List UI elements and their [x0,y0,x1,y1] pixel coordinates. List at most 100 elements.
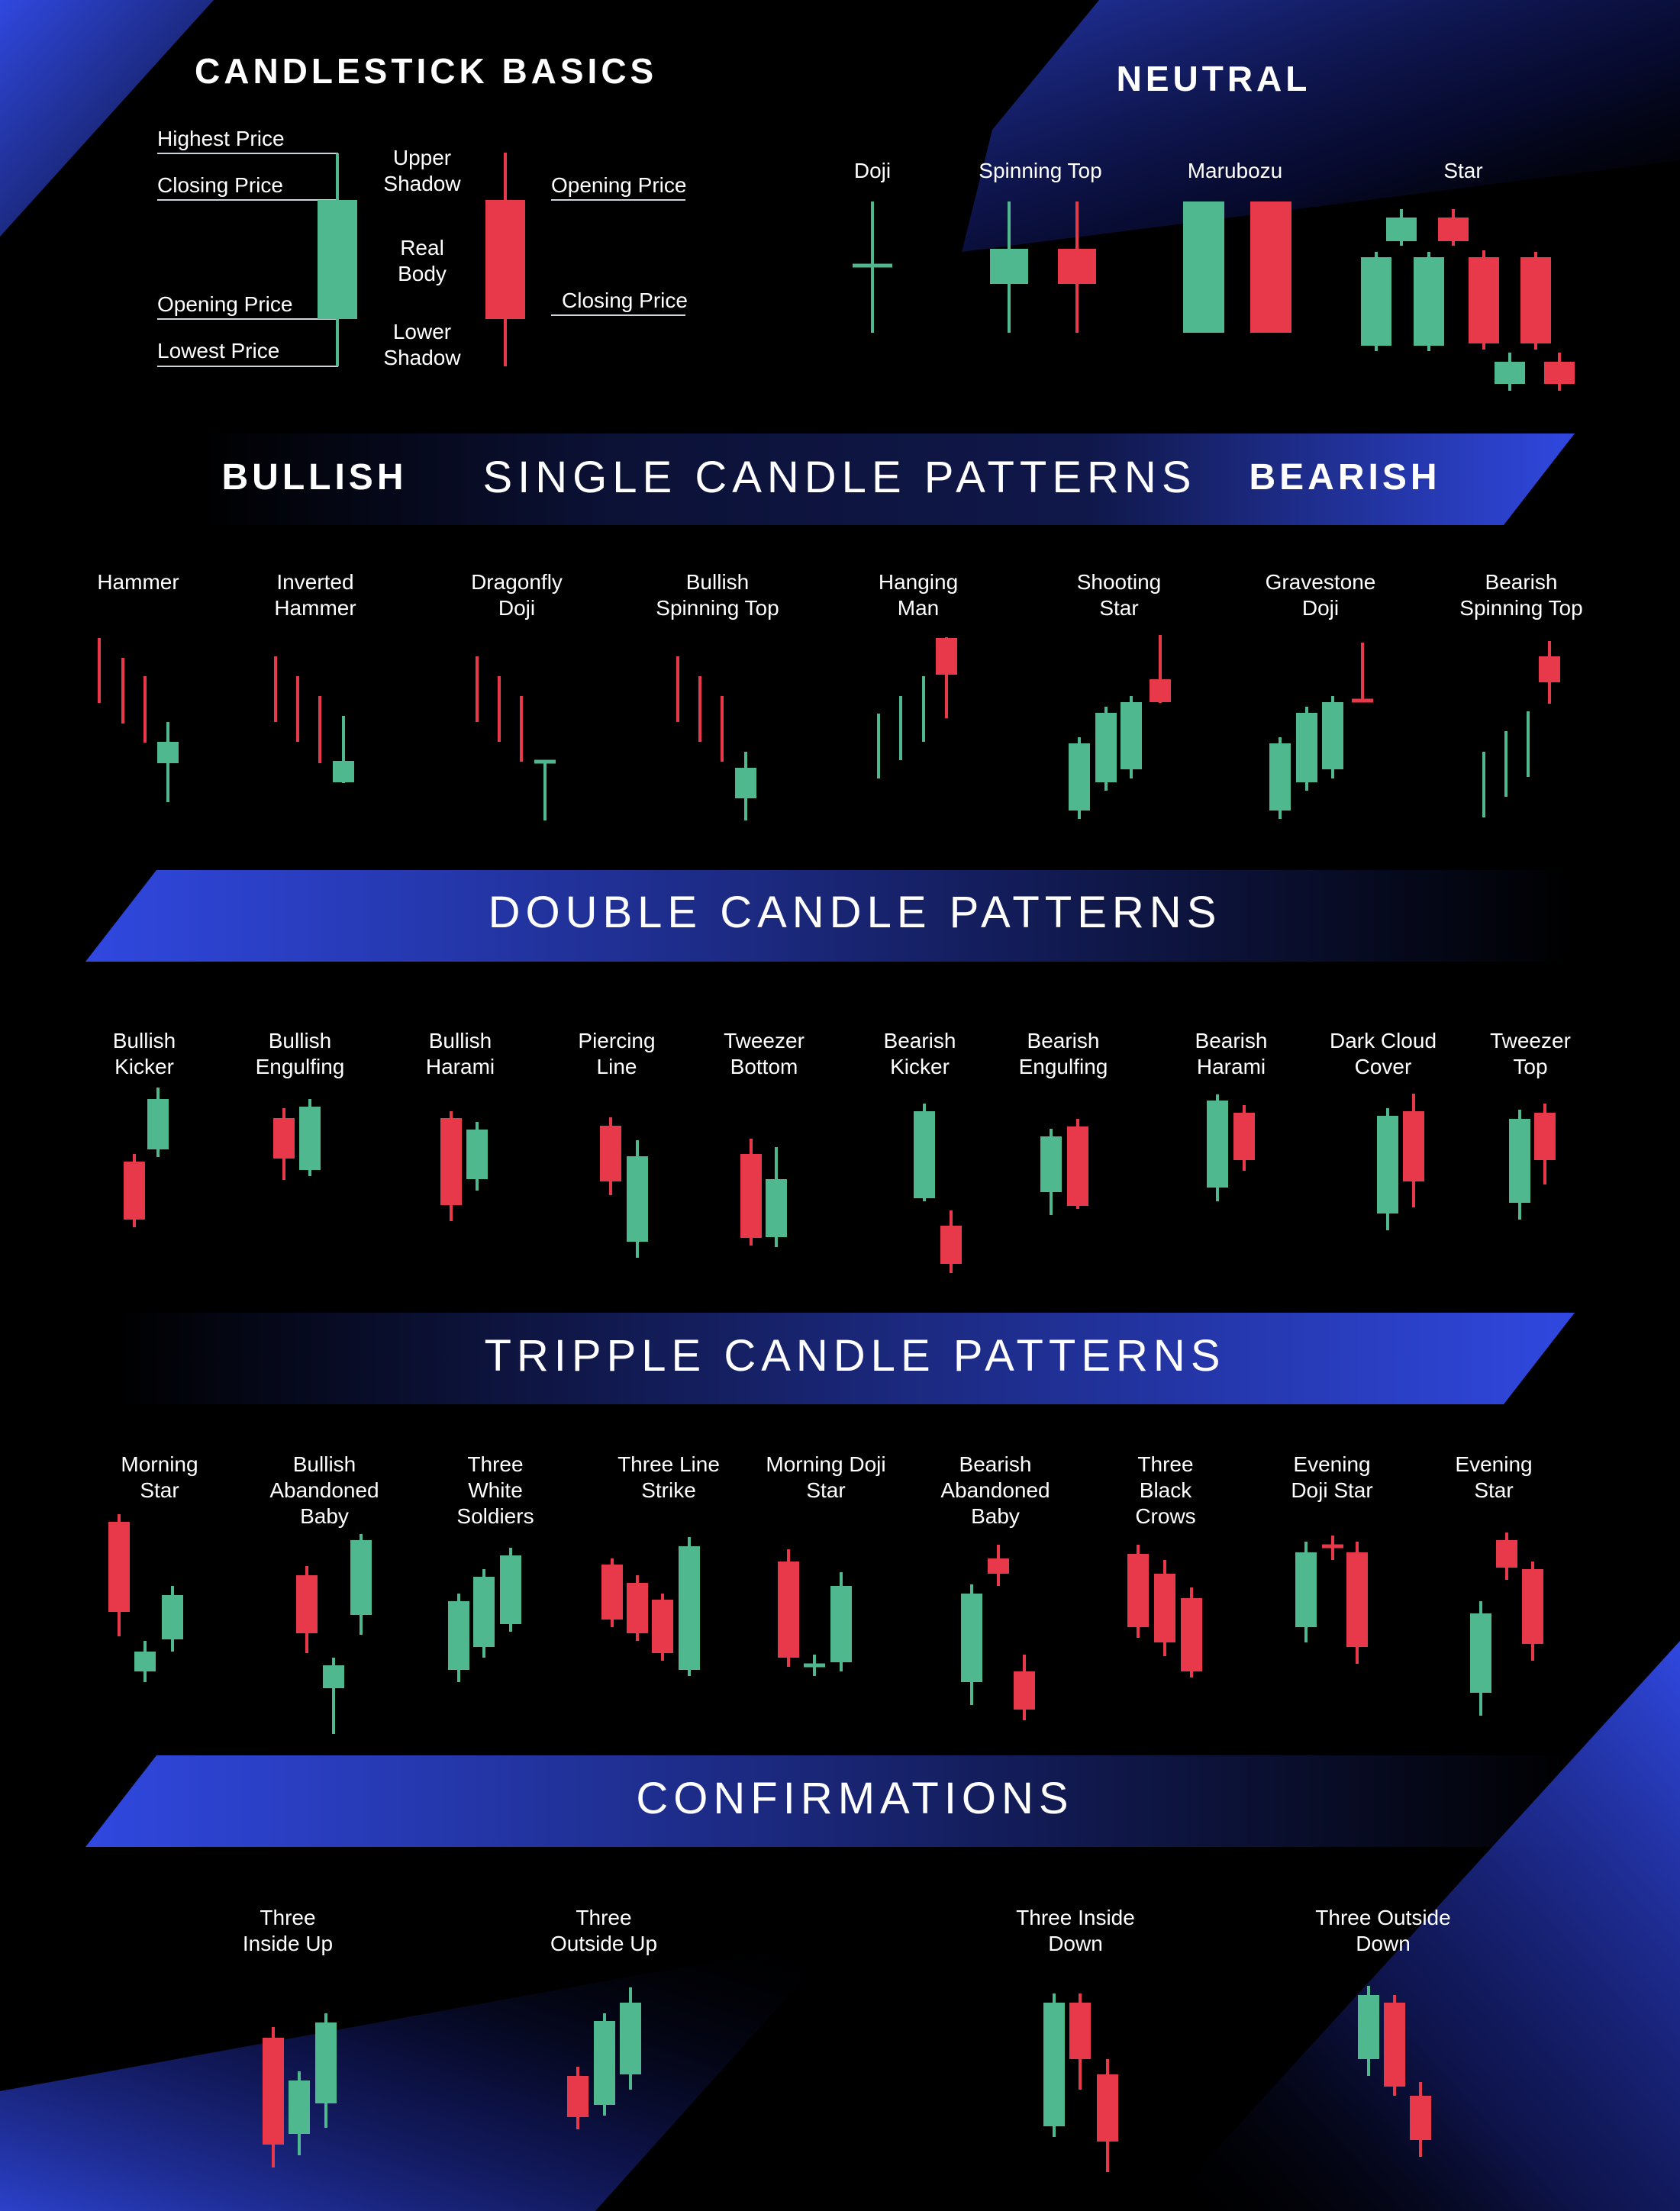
bullish-candle-body [914,1111,935,1198]
bearish-candle-body [1522,1569,1543,1644]
pattern-label: Hanging Man [878,570,959,620]
bearish-candle-body [1469,257,1499,343]
bullish-candle-body [990,249,1028,284]
bullish-candle-body [323,1665,344,1688]
bullish-candle-body [1470,1613,1491,1693]
bearish-candle-body [296,1575,318,1633]
bearish-candle-body [601,1565,623,1620]
bullish-candle-body [315,2022,337,2103]
bearish-candle-body [627,1583,648,1633]
pattern-label: Star [1443,159,1483,182]
bearish-candle-body [936,638,957,675]
bullish-heading: BULLISH [221,457,408,498]
bullish-candle-body [1296,713,1317,782]
bullish-candle-body [1183,201,1224,333]
bullish-candle-body [333,761,354,782]
label-upper-shadow: Upper Shadow [383,146,461,195]
bullish-candle-body [473,1577,495,1647]
pattern-label: Gravestone Doji [1265,570,1376,620]
confirmations-banner-title: CONFIRMATIONS [636,1774,1074,1823]
bullish-candle-body [679,1546,700,1670]
neutral-title: NEUTRAL [1116,59,1311,98]
pattern-label: Bearish Engulfing [1018,1029,1108,1078]
label-opening-price-right: Opening Price [551,173,687,197]
label-opening-price-left: Opening Price [157,292,293,316]
pattern-label: Three Outside Down [1315,1906,1451,1955]
pattern-label: Tweezer Top [1490,1029,1571,1078]
bullish-candle-body [1069,743,1090,811]
bullish-candle-body [1386,218,1417,241]
bearish-candle-body [600,1126,621,1181]
pattern-label: Piercing Line [578,1029,656,1078]
bearish-candle-body [1150,679,1171,702]
bearish-candle-body [1496,1540,1517,1568]
bearish-candle-body [108,1522,130,1612]
bearish-candle-body [1014,1671,1035,1710]
bearish-candle-body [485,200,525,319]
bullish-candle-body [448,1601,469,1670]
bullish-candle-body [1269,743,1291,811]
bullish-candle-body [1377,1116,1398,1213]
pattern-label: Three Line Strike [618,1452,720,1502]
bullish-candle-body [1043,2003,1065,2126]
pattern-label: Three Outside Up [550,1906,658,1955]
bearish-candle-body [1346,1552,1368,1647]
bearish-candle-body [1403,1111,1424,1181]
bullish-candle-body [1207,1101,1228,1188]
pattern-label: Bullish Kicker [112,1029,176,1078]
bullish-candle-body [1358,1995,1379,2059]
pattern-label: Morning Star [121,1452,198,1502]
bearish-candle-body [1534,1113,1556,1160]
bullish-candle-body [466,1130,488,1179]
bullish-candle-body [162,1595,183,1639]
label-lowest-price: Lowest Price [157,339,280,363]
bearish-candle-body [1154,1574,1175,1642]
bearish-candle-body [1058,249,1096,284]
bearish-candle-body [440,1118,462,1205]
pattern-label: Bullish Harami [425,1029,495,1078]
bullish-candle-body [961,1594,982,1682]
bearish-candle-body [567,2076,588,2117]
pattern-label: Three Black Crows [1135,1452,1196,1528]
pattern-label: Inverted Hammer [274,570,356,620]
pattern-label: Marubozu [1187,159,1283,182]
bearish-candle-body [1127,1554,1149,1627]
label-real-body: Real Body [398,236,447,285]
label-closing-price-left: Closing Price [157,173,283,197]
bullish-candle-body [500,1555,521,1624]
bullish-candle-body [766,1179,787,1237]
pattern-label: Bearish Abandoned Baby [940,1452,1050,1528]
bearish-candle-body [1539,656,1560,682]
bearish-candle-body [1233,1113,1255,1160]
bullish-candle-body [1414,257,1444,346]
bullish-candle-body [1095,713,1117,782]
bullish-candle-body [318,200,357,319]
bearish-candle-body [1544,362,1575,384]
bullish-candle-body [1295,1552,1317,1627]
bullish-candle-body [620,2003,641,2074]
pattern-label: Hammer [97,570,179,594]
label-closing-price-right: Closing Price [562,288,688,312]
pattern-label: Three White Soldiers [456,1452,534,1528]
pattern-label: Doji [853,159,892,182]
bearish-candle-body [652,1600,673,1653]
bearish-candle-body [1181,1598,1202,1671]
bearish-candle-body [124,1162,145,1220]
pattern-label: Bullish Engulfing [255,1029,345,1078]
single-banner-title: SINGLE CANDLE PATTERNS [482,453,1197,502]
bullish-candle-body [147,1099,169,1149]
pattern-label: Bearish Harami [1195,1029,1268,1078]
bullish-candle-body [299,1107,321,1170]
bearish-candle-body [940,1226,962,1264]
bearish-candle-body [263,2038,284,2145]
bullish-candle-body [1121,702,1142,769]
pattern-label: Three Inside Up [242,1906,334,1955]
bullish-candle-body [1322,702,1343,769]
basics-title: CANDLESTICK BASICS [195,51,658,91]
bullish-candle-body [1361,257,1391,346]
bullish-candle-body [134,1652,156,1671]
pattern-label: Tweezer Bottom [724,1029,805,1078]
double-banner-title: DOUBLE CANDLE PATTERNS [488,888,1222,937]
bullish-candle-body [1495,362,1525,384]
